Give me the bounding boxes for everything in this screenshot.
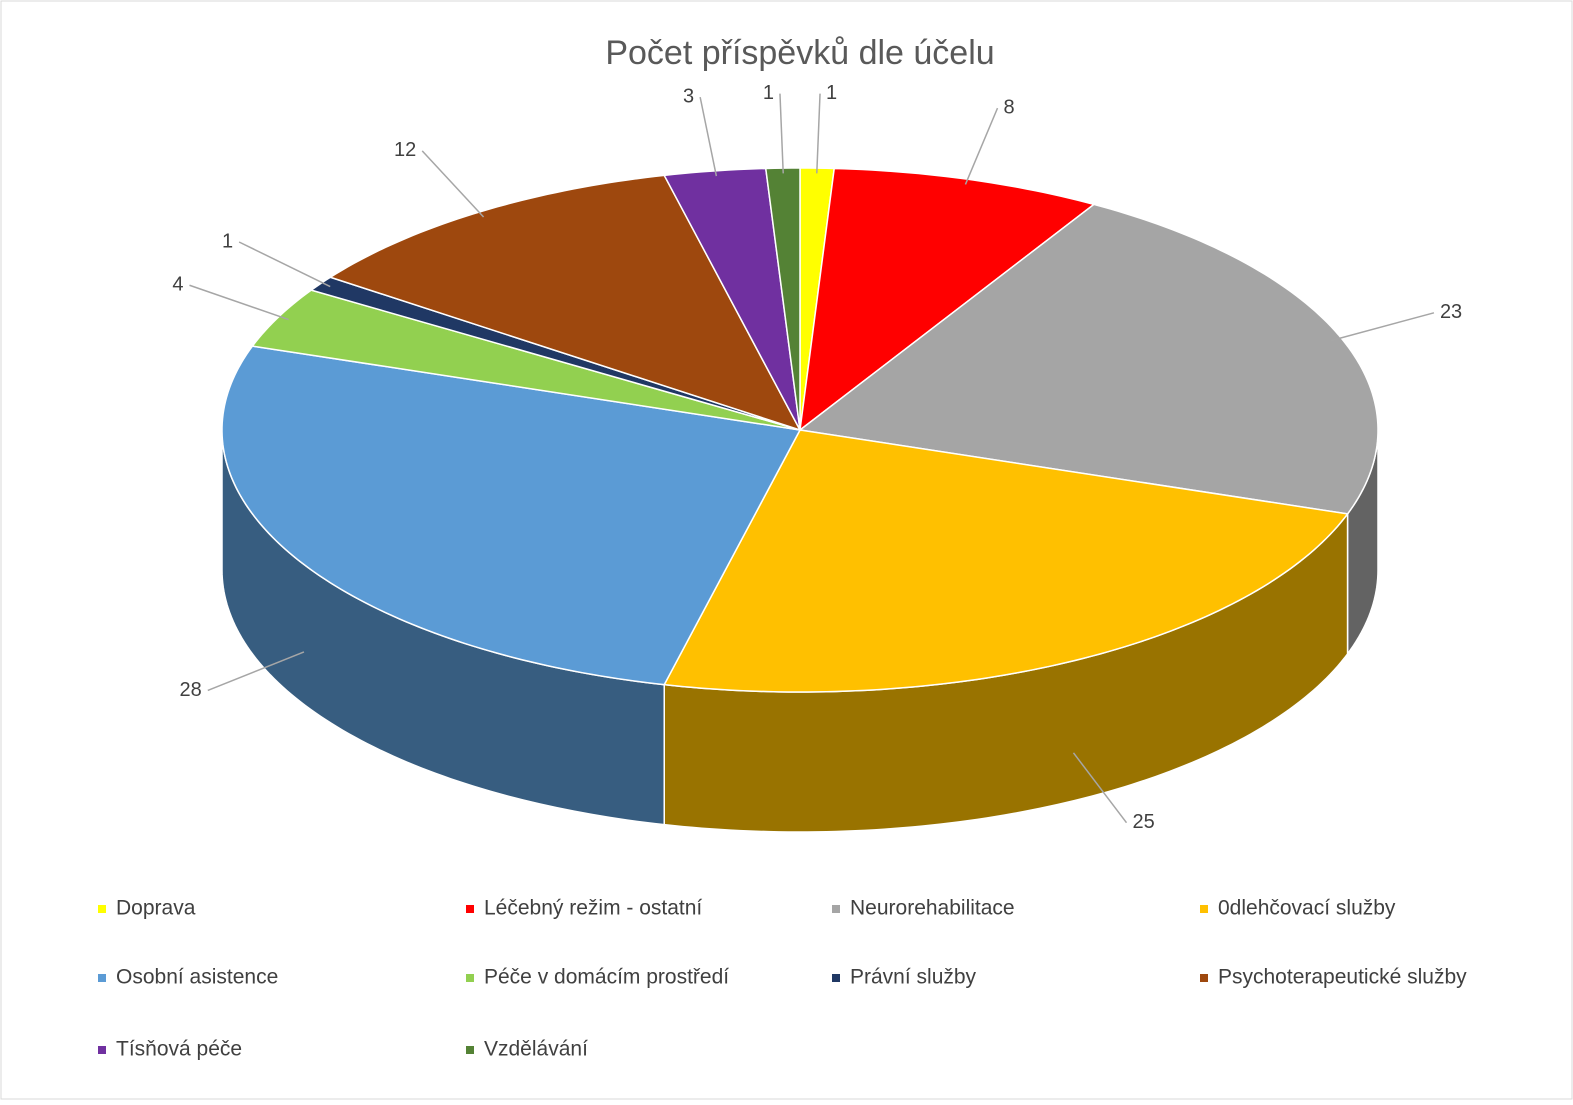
leader-line xyxy=(816,93,821,174)
legend-swatch xyxy=(466,1046,474,1054)
legend-swatch xyxy=(98,905,106,913)
legend-label: Právní služby xyxy=(850,966,977,989)
leader-line xyxy=(964,107,999,185)
legend-swatch xyxy=(98,974,106,982)
pie-slice xyxy=(799,167,1096,432)
leader-line xyxy=(421,150,485,218)
legend-label: Doprava xyxy=(116,897,196,920)
legend-label: 0dlehčovací služby xyxy=(1218,897,1396,920)
leader-line xyxy=(238,241,331,288)
pie-slice xyxy=(663,429,1349,693)
pie-slice xyxy=(798,203,1379,515)
legend-swatch xyxy=(832,974,840,982)
data-label: 1 xyxy=(826,82,837,104)
leader-line xyxy=(1072,752,1128,824)
legend-label: Psychoterapeutické služby xyxy=(1218,966,1467,989)
leader-line xyxy=(207,651,305,692)
pie-slice xyxy=(221,345,802,686)
legend-swatch xyxy=(98,1046,106,1054)
data-label: 1 xyxy=(763,82,774,104)
leader-line xyxy=(779,93,784,174)
data-label: 28 xyxy=(180,679,202,701)
chart-title: Počet příspěvků dle účelu xyxy=(605,34,994,72)
data-label: 23 xyxy=(1440,301,1462,323)
legend-swatch xyxy=(466,974,474,982)
legend-label: Neurorehabilitace xyxy=(850,897,1015,920)
data-label: 8 xyxy=(1004,96,1015,118)
legend-label: Vzdělávání xyxy=(484,1038,588,1061)
data-label: 12 xyxy=(394,139,416,161)
legend-label: Péče v domácím prostředí xyxy=(484,966,729,989)
data-label: 4 xyxy=(172,274,183,296)
pie-slice xyxy=(328,174,802,432)
legend-label: Tísňová péče xyxy=(116,1038,242,1061)
leader-line xyxy=(1330,312,1435,342)
legend-swatch xyxy=(1200,905,1208,913)
leader-line xyxy=(189,284,289,321)
legend-swatch xyxy=(1200,974,1208,982)
legend-swatch xyxy=(832,905,840,913)
data-label: 1 xyxy=(222,230,233,252)
data-label: 3 xyxy=(683,85,694,107)
leader-line xyxy=(699,96,718,177)
legend-swatch xyxy=(466,905,474,913)
legend-label: Osobní asistence xyxy=(116,966,278,989)
legend-label: Léčebný režim - ostatní xyxy=(484,897,702,920)
pie-slice xyxy=(251,289,801,431)
data-label: 25 xyxy=(1132,811,1154,833)
